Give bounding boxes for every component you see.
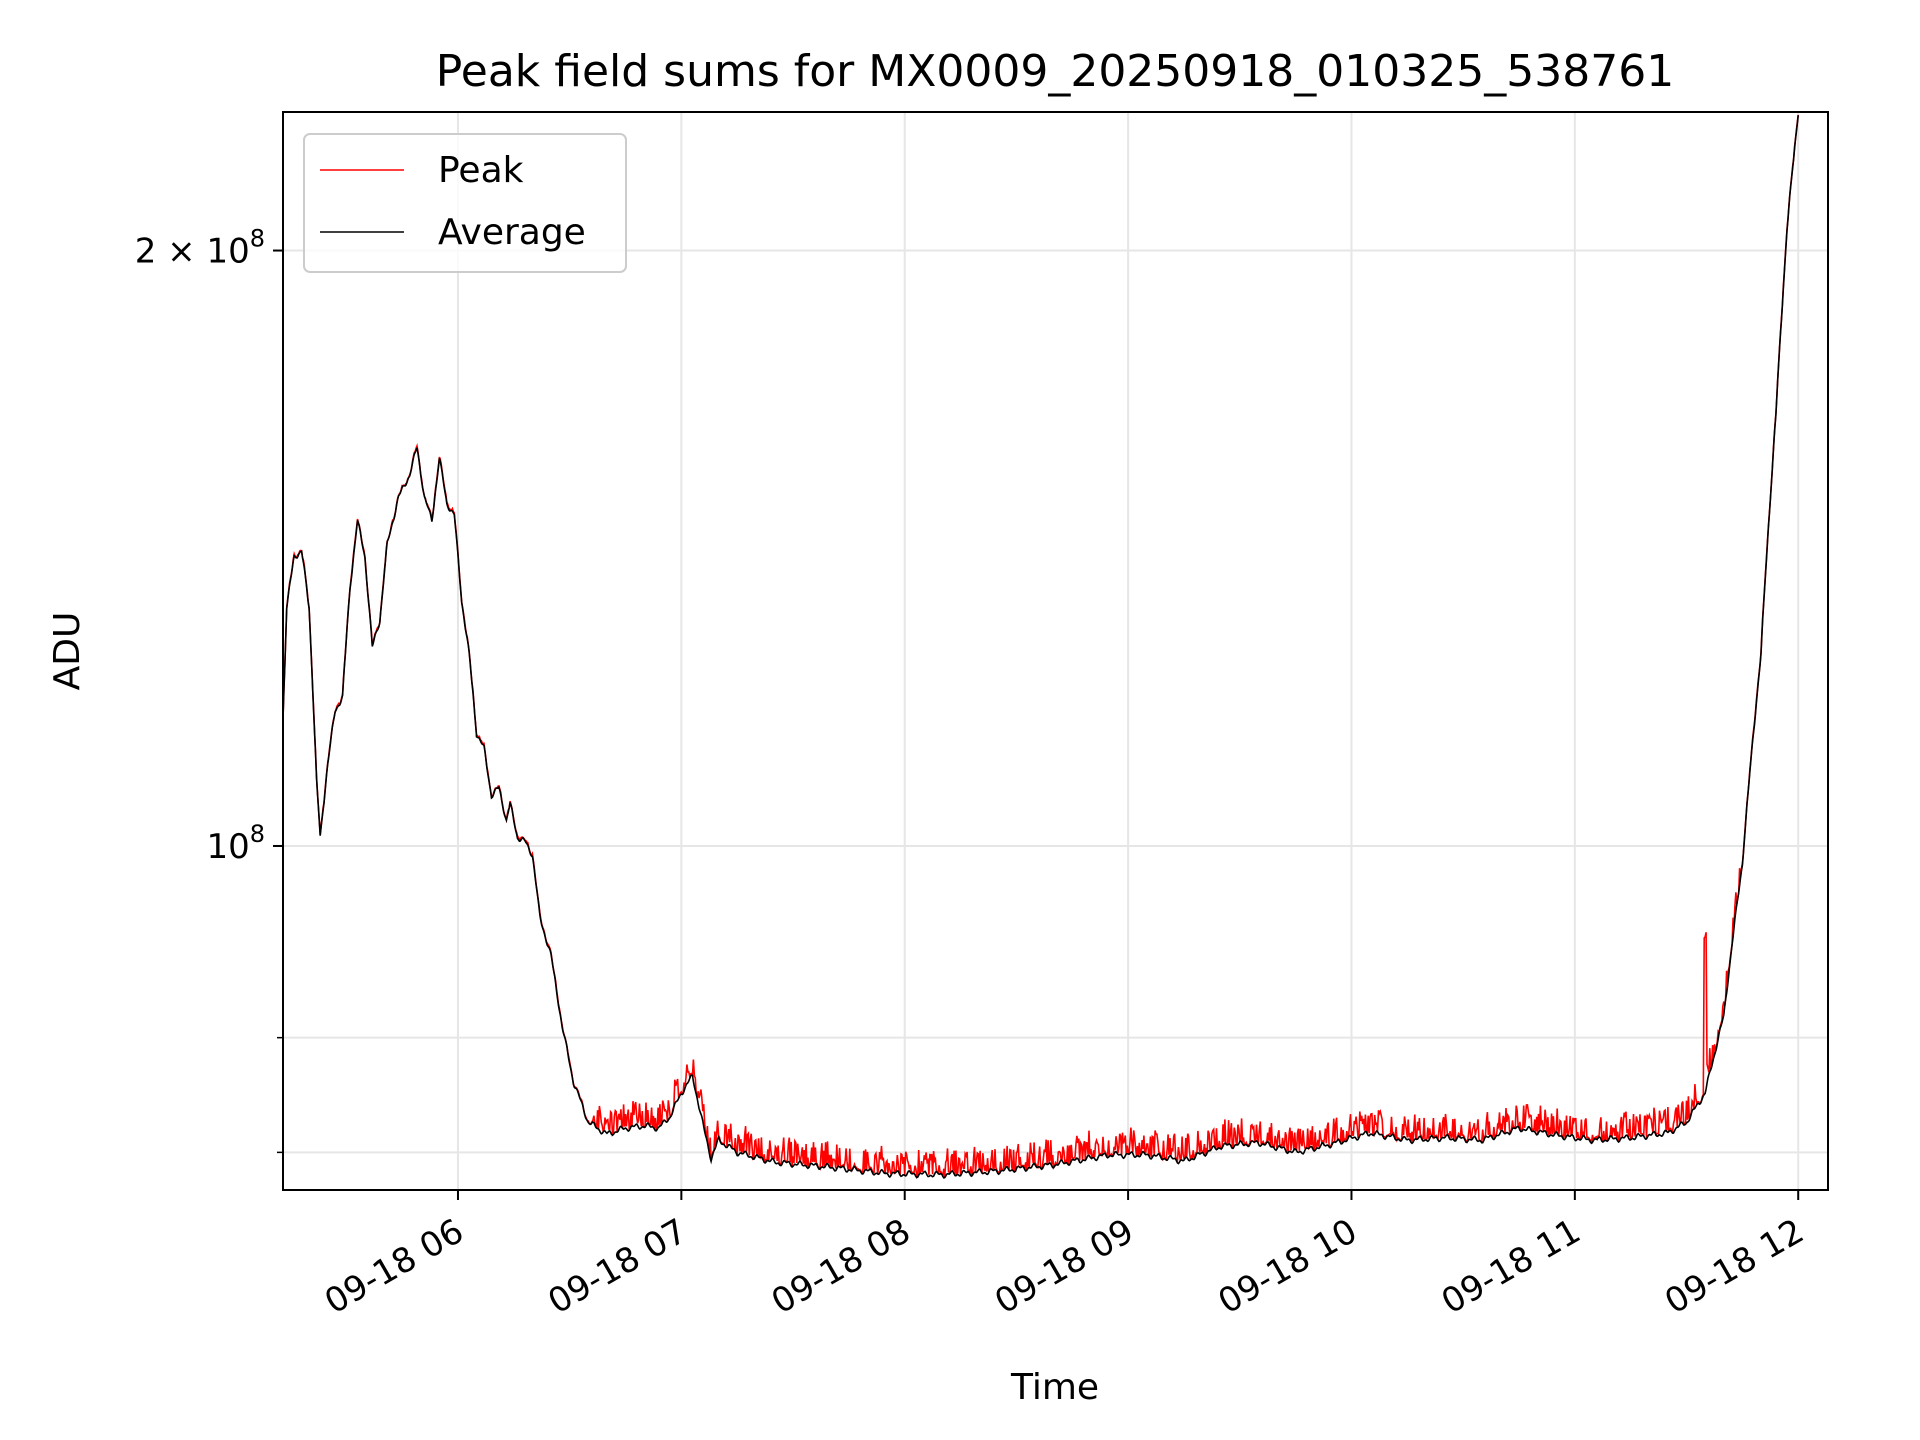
series-layer	[283, 114, 1799, 1179]
legend-average-label: Average	[438, 212, 586, 253]
x-axis-label: Time	[1010, 1367, 1099, 1408]
legend: Peak Average	[303, 133, 627, 273]
legend-box	[303, 133, 627, 273]
y-tick-label-1: 108	[206, 820, 265, 867]
series-line-average	[283, 115, 1799, 1179]
chart-title: Peak field sums for MX0009_20250918_0103…	[436, 46, 1674, 97]
plot-frame	[282, 111, 1829, 1191]
y-tick-label-0: 2 × 108	[135, 225, 265, 272]
grid	[283, 112, 1828, 1190]
legend-peak-label: Peak	[438, 150, 524, 191]
y-axis-label: ADU	[47, 612, 88, 691]
